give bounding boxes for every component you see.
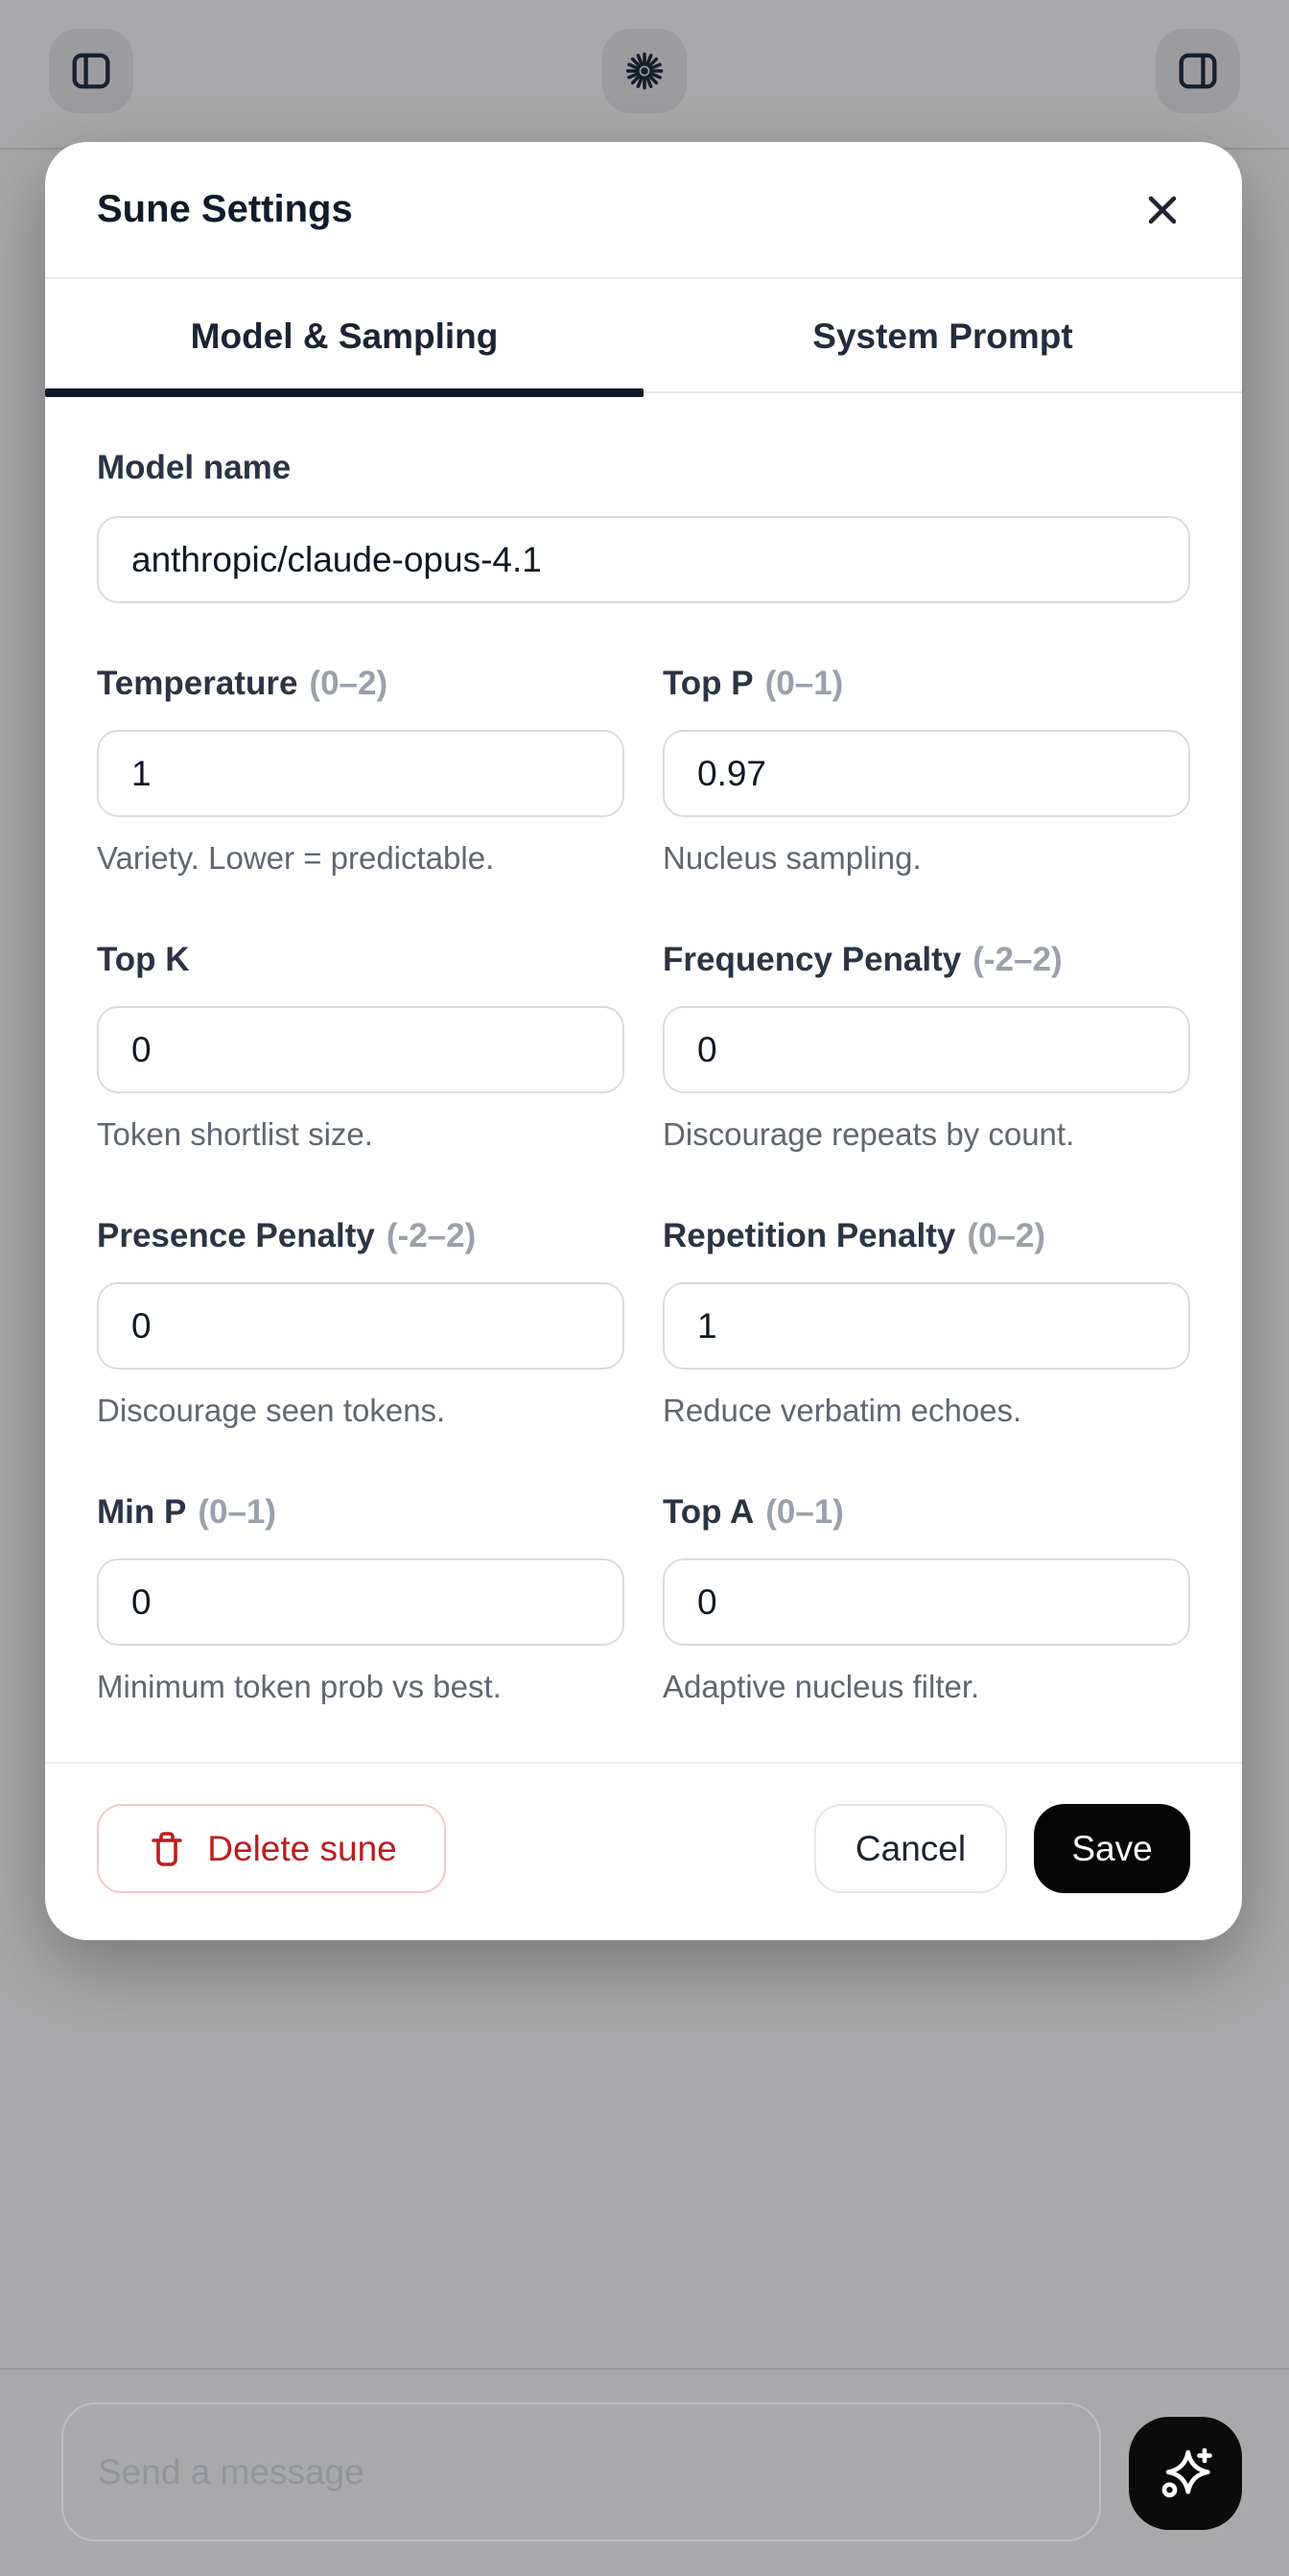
field-help: Reduce verbatim echoes. [663, 1393, 1022, 1428]
model-name-input[interactable] [97, 516, 1190, 603]
close-button[interactable] [1135, 182, 1190, 238]
field-range: (0–2) [967, 1217, 1046, 1254]
field-range: (0–1) [198, 1493, 277, 1531]
sune-avatar-button[interactable] [602, 29, 687, 113]
message-input[interactable] [61, 2402, 1101, 2541]
modal-footer: Delete sune Cancel Save [97, 1804, 1190, 1893]
presence-penalty-input[interactable] [97, 1282, 624, 1370]
tab-system-prompt[interactable]: System Prompt [644, 281, 1242, 391]
field-label: Repetition Penalty [663, 1217, 956, 1254]
field-range: (-2–2) [386, 1217, 477, 1254]
field-range: (0–1) [764, 665, 844, 702]
field-presence-penalty: Presence Penalty (-2–2) Discourage seen … [97, 1215, 624, 1431]
delete-sune-label: Delete sune [207, 1828, 397, 1868]
min-p-input[interactable] [97, 1558, 624, 1646]
field-temperature: Temperature (0–2) Variety. Lower = predi… [97, 663, 624, 878]
field-help: Token shortlist size. [97, 1116, 373, 1152]
frequency-penalty-input[interactable] [663, 1006, 1190, 1093]
field-range: (0–2) [309, 665, 388, 702]
field-frequency-penalty: Frequency Penalty (-2–2) Discourage repe… [663, 939, 1190, 1155]
modal-title: Sune Settings [97, 188, 353, 230]
field-label: Frequency Penalty [663, 941, 962, 978]
field-top-p: Top P (0–1) Nucleus sampling. [663, 663, 1190, 878]
top-p-input[interactable] [663, 730, 1190, 817]
sune-settings-modal: Sune Settings Model & Sampling System Pr… [45, 142, 1242, 1940]
footer-divider [45, 1762, 1242, 1764]
cancel-label: Cancel [855, 1828, 967, 1868]
field-help: Adaptive nucleus filter. [663, 1669, 980, 1704]
repetition-penalty-input[interactable] [663, 1282, 1190, 1370]
sidebar-toggle-button[interactable] [49, 29, 133, 113]
right-panel-toggle-button[interactable] [1156, 29, 1240, 113]
tab-bar: Model & Sampling System Prompt [45, 281, 1242, 397]
field-repetition-penalty: Repetition Penalty (0–2) Reduce verbatim… [663, 1215, 1190, 1431]
field-top-a: Top A (0–1) Adaptive nucleus filter. [663, 1491, 1190, 1707]
starburst-icon [625, 52, 664, 90]
model-name-field: Model name [97, 447, 1190, 603]
active-tab-indicator [45, 388, 644, 397]
field-help: Discourage repeats by count. [663, 1116, 1075, 1152]
top-k-input[interactable] [97, 1006, 624, 1093]
panel-right-icon [1179, 53, 1217, 89]
sparkles-icon [1161, 2447, 1212, 2498]
tab-model-sampling[interactable]: Model & Sampling [45, 281, 644, 391]
temperature-input[interactable] [97, 730, 624, 817]
field-top-k: Top K Token shortlist size. [97, 939, 624, 1155]
save-label: Save [1071, 1828, 1153, 1868]
model-name-label: Model name [97, 449, 292, 486]
close-icon [1148, 196, 1177, 223]
modal-header: Sune Settings [45, 142, 1242, 279]
field-help: Variety. Lower = predictable. [97, 840, 495, 876]
composer-divider [0, 2368, 1289, 2370]
field-label: Top A [663, 1493, 755, 1531]
delete-sune-button[interactable]: Delete sune [97, 1804, 446, 1893]
field-help: Nucleus sampling. [663, 840, 922, 876]
save-button[interactable]: Save [1034, 1804, 1190, 1893]
field-label: Temperature [97, 665, 298, 702]
trash-icon [152, 1831, 183, 1866]
cancel-button[interactable]: Cancel [814, 1804, 1007, 1893]
field-label: Min P [97, 1493, 187, 1531]
modal-content: Model name Temperature (0–2) Variety. Lo… [97, 395, 1190, 1707]
field-label: Presence Penalty [97, 1217, 375, 1254]
send-button[interactable] [1129, 2417, 1242, 2530]
top-a-input[interactable] [663, 1558, 1190, 1646]
param-grid: Temperature (0–2) Variety. Lower = predi… [97, 663, 1190, 1707]
field-label: Top P [663, 665, 754, 702]
field-label: Top K [97, 941, 190, 978]
panel-left-icon [72, 53, 110, 89]
field-help: Discourage seen tokens. [97, 1393, 446, 1428]
field-help: Minimum token prob vs best. [97, 1669, 502, 1704]
field-min-p: Min P (0–1) Minimum token prob vs best. [97, 1491, 624, 1707]
field-range: (-2–2) [973, 941, 1063, 978]
field-range: (0–1) [765, 1493, 844, 1531]
